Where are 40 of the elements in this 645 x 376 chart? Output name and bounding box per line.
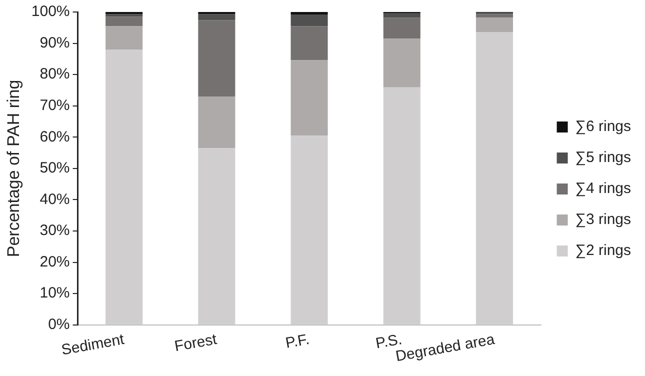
- bar: [476, 14, 514, 18]
- y-tick-label: 60%: [40, 128, 70, 146]
- legend-label: ∑4 rings: [575, 180, 632, 198]
- y-tick-label: 40%: [40, 190, 70, 208]
- y-tick-label: 100%: [31, 3, 70, 20]
- bar: [290, 12, 328, 15]
- legend-label: ∑5 rings: [575, 149, 632, 166]
- x-tick-label: P.F.: [284, 331, 311, 352]
- bar: [476, 32, 514, 324]
- bar: [290, 136, 328, 324]
- bar: [106, 14, 143, 17]
- bar: [476, 18, 514, 32]
- legend-label: ∑3 rings: [575, 211, 632, 228]
- bar: [198, 20, 236, 97]
- y-axis-title: Percentage of PAH ring: [4, 80, 23, 258]
- bar: [290, 14, 328, 26]
- y-tick-label: 10%: [40, 284, 70, 302]
- y-tick-label: 80%: [40, 66, 70, 83]
- y-tick-label: 0%: [48, 316, 70, 334]
- bar: [290, 60, 328, 136]
- bar: [290, 26, 328, 60]
- legend-label: ∑6 rings: [575, 118, 632, 136]
- bar: [383, 18, 420, 39]
- y-tick-label: 20%: [40, 253, 70, 270]
- x-tick-label: Sediment: [60, 330, 126, 359]
- bar: [106, 16, 143, 26]
- bar: [198, 14, 236, 20]
- y-tick-label: 90%: [40, 34, 70, 52]
- bar: [106, 50, 143, 324]
- bar: [106, 26, 143, 50]
- x-tick-label: Forest: [173, 330, 219, 356]
- y-tick-label: 50%: [40, 160, 70, 177]
- y-tick-label: 30%: [40, 222, 70, 240]
- bar: [198, 96, 236, 148]
- legend-label: ∑2 rings: [575, 242, 632, 260]
- bar: [383, 12, 420, 18]
- bar: [198, 148, 236, 324]
- bar: [383, 87, 420, 324]
- y-tick-label: 70%: [40, 97, 70, 114]
- bar: [383, 38, 420, 88]
